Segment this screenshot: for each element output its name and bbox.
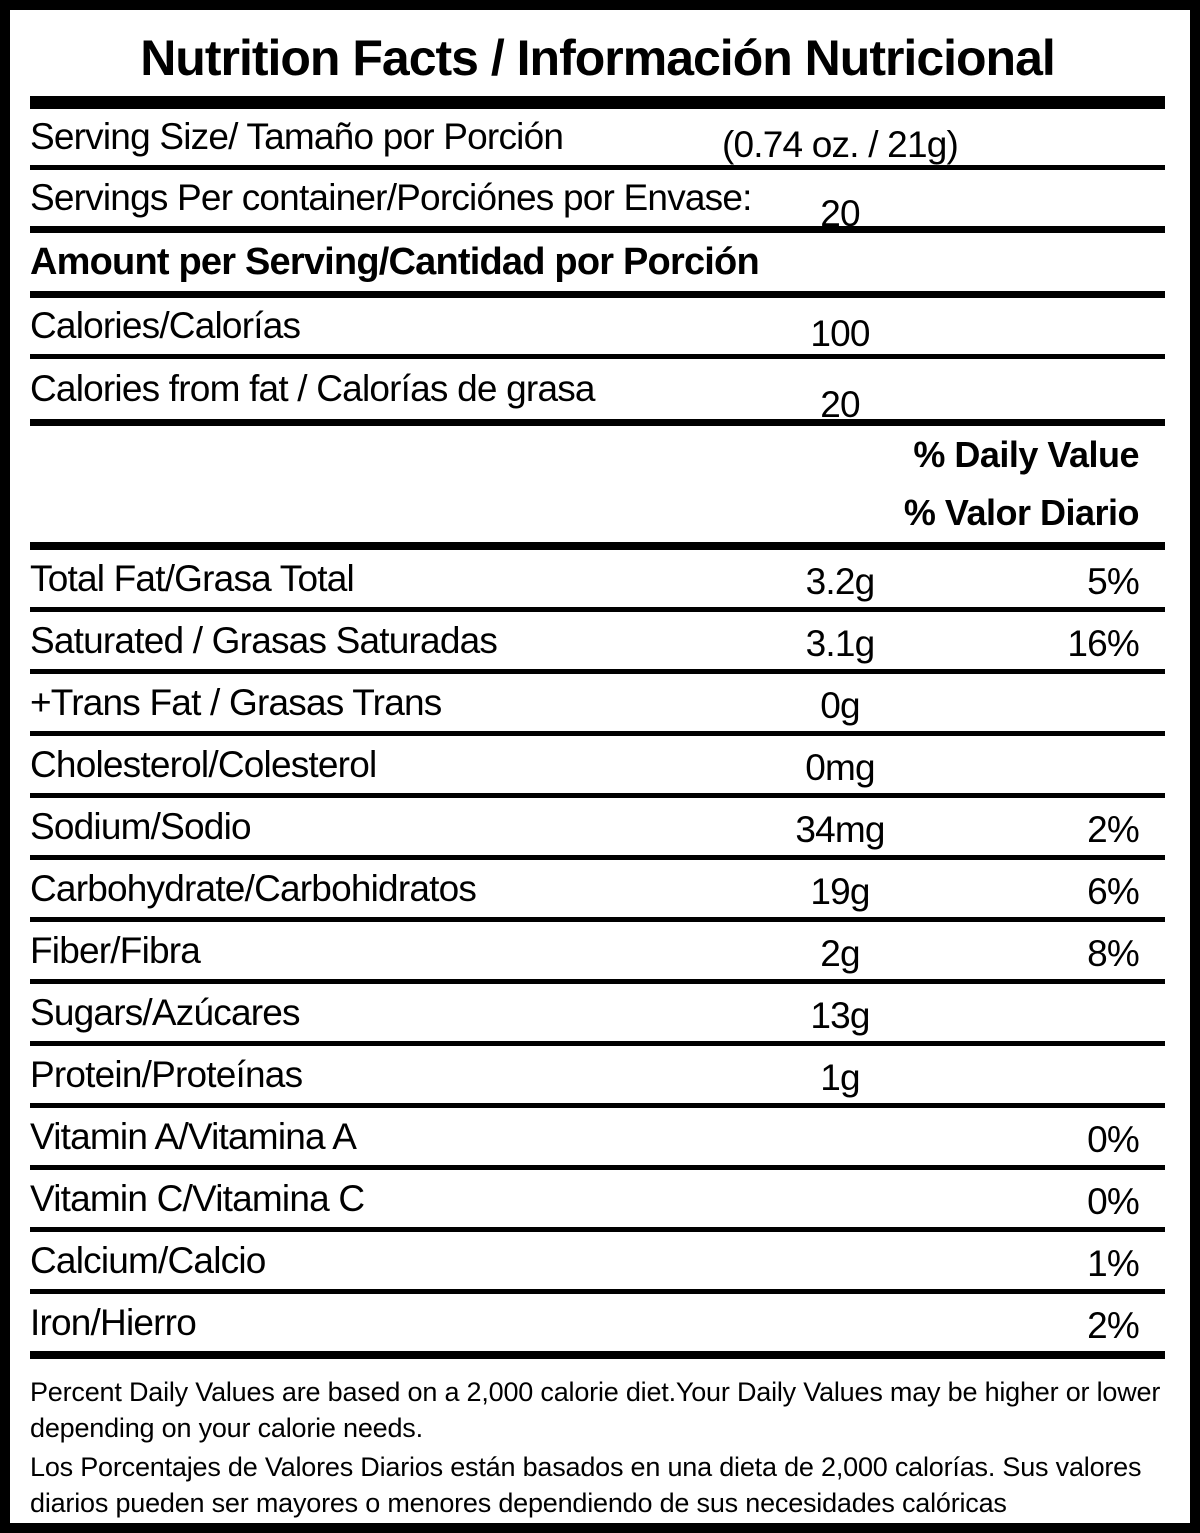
calories-label: Calories/Calorías [30, 305, 301, 346]
separator [30, 1103, 1165, 1108]
daily-value-header-es: % Valor Diario [903, 492, 1140, 533]
nutrient-amount: 0mg [805, 746, 875, 788]
nutrient-daily-value: 2% [1087, 808, 1140, 850]
nutrient-amount: 3.2g [805, 560, 876, 602]
footnote-en: Percent Daily Values are based on a 2,00… [30, 1377, 1161, 1443]
nutrient-amount: 19g [810, 870, 870, 912]
nutrient-amount: 0g [820, 684, 860, 726]
servings-per-container-row: Servings Per container/Porciónes por Env… [30, 170, 1165, 234]
nutrient-daily-value: 2% [1087, 1304, 1140, 1346]
separator [30, 917, 1165, 922]
amount-per-serving-header: Amount per Serving/Cantidad por Porción [30, 233, 1165, 291]
separator [30, 542, 1165, 550]
nutrient-row-total-fat: Total Fat/Grasa Total 3.2g 5% [30, 550, 1165, 607]
nutrient-row-saturated-fat: Saturated / Grasas Saturadas 3.1g 16% [30, 612, 1165, 669]
nutrient-amount: 34mg [795, 808, 885, 850]
separator [30, 979, 1165, 984]
servings-per-container-value: 20 [820, 193, 860, 234]
separator [30, 226, 1165, 233]
separator [30, 731, 1165, 736]
nutrient-label: Vitamin C/Vitamina C [30, 1177, 365, 1219]
servings-per-container-label: Servings Per container/Porciónes por Env… [30, 177, 752, 218]
separator [30, 793, 1165, 798]
nutrient-label: Fiber/Fibra [30, 929, 201, 971]
nutrient-daily-value: 6% [1087, 870, 1140, 912]
separator [30, 1227, 1165, 1232]
serving-size-value: (0.74 oz. / 21g) [721, 124, 959, 165]
nutrient-row-sodium: Sodium/Sodio 34mg 2% [30, 798, 1165, 855]
serving-size-label: Serving Size/ Tamaño por Porción [30, 116, 564, 157]
calories-from-fat-row: Calories from fat / Calorías de grasa 20 [30, 359, 1165, 425]
daily-value-header-es-row: % Valor Diario [30, 484, 1165, 542]
nutrient-label: Calcium/Calcio [30, 1239, 266, 1281]
nutrient-amount: 1g [820, 1056, 860, 1098]
nutrient-label: Cholesterol/Colesterol [30, 743, 377, 785]
separator [30, 1041, 1165, 1046]
separator [30, 1165, 1165, 1170]
nutrient-daily-value: 8% [1087, 932, 1140, 974]
separator [30, 419, 1165, 426]
label-title: Nutrition Facts / Información Nutriciona… [140, 30, 1056, 86]
calories-from-fat-value: 20 [820, 384, 860, 425]
separator [30, 669, 1165, 674]
separator [30, 855, 1165, 860]
calories-value: 100 [810, 313, 870, 354]
nutrient-amount: 2g [820, 932, 860, 974]
separator [30, 1351, 1165, 1359]
nutrient-label: Vitamin A/Vitamina A [30, 1115, 357, 1157]
footnote-es: Los Porcentajes de Valores Diarios están… [30, 1451, 1142, 1518]
nutrient-row-cholesterol: Cholesterol/Colesterol 0mg [30, 736, 1165, 793]
nutrient-row-vitamin-c: Vitamin C/Vitamina C 0% [30, 1170, 1165, 1227]
nutrient-row-vitamin-a: Vitamin A/Vitamina A 0% [30, 1108, 1165, 1165]
nutrient-label: Saturated / Grasas Saturadas [30, 619, 498, 661]
nutrient-row-calcium: Calcium/Calcio 1% [30, 1232, 1165, 1289]
separator [30, 354, 1165, 359]
nutrient-label: Total Fat/Grasa Total [30, 557, 355, 599]
nutrient-label: Iron/Hierro [30, 1301, 197, 1343]
nutrient-daily-value: 0% [1087, 1180, 1140, 1222]
amount-per-serving-title: Amount per Serving/Cantidad por Porción [30, 240, 760, 283]
nutrient-label: Carbohydrate/Carbohidratos [30, 867, 477, 909]
separator [30, 1289, 1165, 1294]
nutrient-row-iron: Iron/Hierro 2% [30, 1294, 1165, 1351]
nutrient-label: +Trans Fat / Grasas Trans [30, 681, 442, 723]
nutrient-row-fiber: Fiber/Fibra 2g 8% [30, 922, 1165, 979]
nutrient-label: Protein/Proteínas [30, 1053, 303, 1095]
nutrient-row-carbohydrate: Carbohydrate/Carbohidratos 19g 6% [30, 860, 1165, 917]
nutrient-label: Sugars/Azúcares [30, 991, 301, 1033]
daily-value-header-en: % Daily Value [913, 434, 1139, 475]
nutrient-daily-value: 0% [1087, 1118, 1140, 1160]
nutrient-row-trans-fat: +Trans Fat / Grasas Trans 0g [30, 674, 1165, 731]
nutrient-label: Sodium/Sodio [30, 805, 252, 847]
nutrient-daily-value: 1% [1087, 1242, 1140, 1284]
separator [30, 607, 1165, 612]
nutrient-amount: 13g [810, 994, 870, 1036]
nutrient-daily-value: 16% [1067, 622, 1139, 664]
separator [30, 291, 1165, 298]
separator [30, 165, 1165, 170]
nutrient-amount: 3.1g [805, 622, 876, 664]
serving-size-row: Serving Size/ Tamaño por Porción (0.74 o… [30, 109, 1165, 165]
calories-row: Calories/Calorías 100 [30, 298, 1165, 354]
nutrient-row-sugars: Sugars/Azúcares 13g [30, 984, 1165, 1041]
nutrient-row-protein: Protein/Proteínas 1g [30, 1046, 1165, 1103]
calories-from-fat-label: Calories from fat / Calorías de grasa [30, 368, 596, 409]
nutrient-daily-value: 5% [1087, 560, 1140, 602]
daily-value-header-en-row: % Daily Value [30, 426, 1165, 484]
footnotes: Percent Daily Values are based on a 2,00… [30, 1375, 1165, 1522]
title-bar-rule [30, 96, 1165, 109]
